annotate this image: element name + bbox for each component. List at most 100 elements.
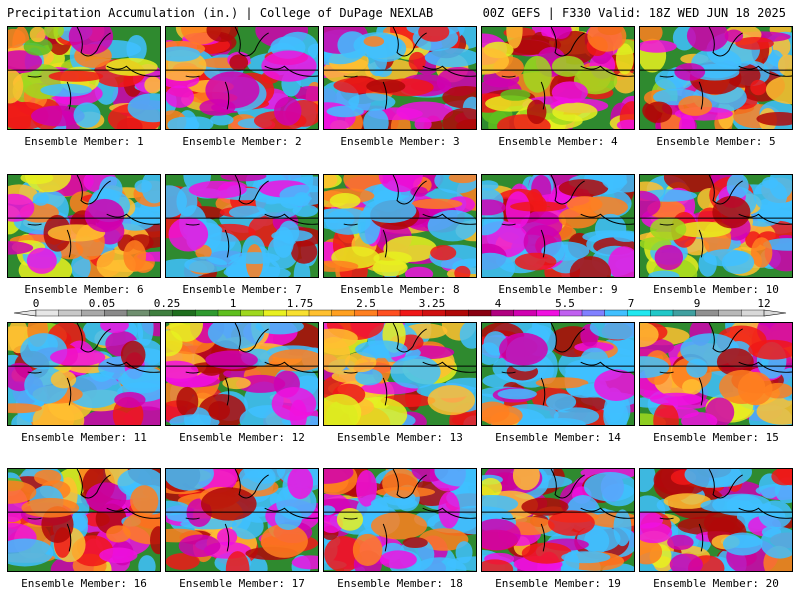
precip-blob — [506, 27, 523, 49]
legend-swatch — [377, 309, 401, 317]
precip-field — [8, 323, 160, 425]
precip-blob — [178, 534, 221, 558]
precip-blob — [26, 247, 57, 274]
legend-swatch — [35, 309, 60, 317]
precip-blob — [675, 221, 732, 238]
precip-blob — [455, 541, 473, 564]
precip-blob — [114, 391, 146, 408]
precip-blob — [8, 68, 24, 104]
legend-tick-label: 12 — [757, 297, 771, 310]
precip-blob — [324, 535, 363, 571]
precip-blob — [144, 76, 160, 94]
precip-blob — [23, 37, 53, 56]
legend-swatch — [468, 309, 492, 317]
precip-field — [8, 469, 160, 571]
precip-blob — [482, 478, 503, 498]
precip-blob — [667, 534, 694, 551]
precip-blob — [514, 252, 557, 271]
precip-blob — [166, 553, 200, 570]
precip-blob — [65, 373, 123, 409]
ensemble-panel — [323, 322, 477, 426]
precip-blob — [681, 412, 718, 425]
precip-blob — [8, 480, 37, 504]
precip-blob — [650, 217, 687, 241]
precip-blob — [482, 199, 506, 216]
precip-blob — [402, 537, 428, 549]
legend-max-arrow — [763, 309, 787, 317]
precip-blob — [222, 377, 251, 390]
ensemble-panel — [639, 322, 793, 426]
precip-field — [640, 175, 792, 277]
precip-blob — [756, 112, 792, 126]
precip-blob — [654, 244, 684, 271]
precip-blob — [47, 224, 106, 242]
precip-blob — [613, 230, 634, 242]
legend-swatch — [695, 309, 719, 317]
member-label: Ensemble Member: 3 — [340, 135, 460, 148]
precip-blob — [260, 523, 308, 558]
precip-blob — [20, 175, 54, 185]
coastline — [185, 175, 318, 258]
precip-blob — [482, 342, 500, 365]
precip-blob — [235, 374, 286, 393]
precip-blob — [373, 251, 412, 266]
precip-blob — [390, 355, 441, 389]
precip-blob — [40, 83, 92, 97]
precip-blob — [756, 398, 792, 425]
precip-blob — [220, 175, 267, 182]
precip-blob — [716, 348, 754, 376]
precip-blob — [8, 538, 54, 567]
precip-blob — [120, 340, 146, 369]
precip-blob — [324, 469, 354, 484]
precip-blob — [370, 512, 428, 540]
coastline — [27, 27, 160, 110]
member-label: Ensemble Member: 13 — [337, 431, 463, 444]
ensemble-panel — [7, 26, 161, 130]
precip-blob — [68, 27, 114, 55]
precip-blob — [482, 252, 515, 277]
precip-blob — [8, 28, 26, 49]
precip-blob — [337, 31, 368, 59]
precip-blob — [29, 27, 46, 43]
precip-blob — [344, 352, 377, 373]
precip-blob — [760, 526, 792, 559]
precip-blob — [510, 201, 567, 212]
precip-blob — [85, 482, 127, 513]
precip-blob — [608, 246, 634, 277]
legend-tick-label: 1.75 — [286, 297, 314, 310]
coastline — [185, 469, 318, 552]
precip-field — [482, 175, 634, 277]
member-label: Ensemble Member: 18 — [337, 577, 463, 590]
legend-swatch — [536, 309, 560, 317]
precip-blob — [50, 348, 106, 367]
precip-blob — [30, 105, 85, 127]
precip-blob — [653, 402, 679, 425]
legend-tick-label: 4 — [494, 297, 502, 310]
precip-blob — [168, 217, 209, 252]
precip-blob — [167, 116, 200, 129]
precip-blob — [448, 175, 476, 184]
precip-blob — [210, 114, 234, 126]
coastline — [659, 469, 792, 552]
precip-blob — [127, 93, 160, 123]
precip-blob — [753, 179, 788, 212]
precip-blob — [205, 350, 258, 370]
precip-blob — [166, 85, 195, 108]
precip-blob — [99, 176, 123, 203]
coastline — [343, 27, 476, 110]
member-label: Ensemble Member: 17 — [179, 577, 305, 590]
coastline — [659, 175, 792, 258]
precip-blob — [663, 493, 712, 509]
legend-swatch — [399, 309, 424, 317]
precip-blob — [548, 510, 595, 536]
precip-blob — [674, 63, 706, 81]
precip-field — [640, 27, 792, 129]
precip-blob — [255, 323, 304, 335]
precip-field — [640, 323, 792, 425]
precip-blob — [188, 180, 247, 199]
precip-blob — [123, 240, 147, 272]
member-label: Ensemble Member: 5 — [656, 135, 776, 148]
precip-blob — [427, 210, 476, 242]
precip-blob — [640, 522, 673, 544]
coastline — [27, 323, 160, 406]
